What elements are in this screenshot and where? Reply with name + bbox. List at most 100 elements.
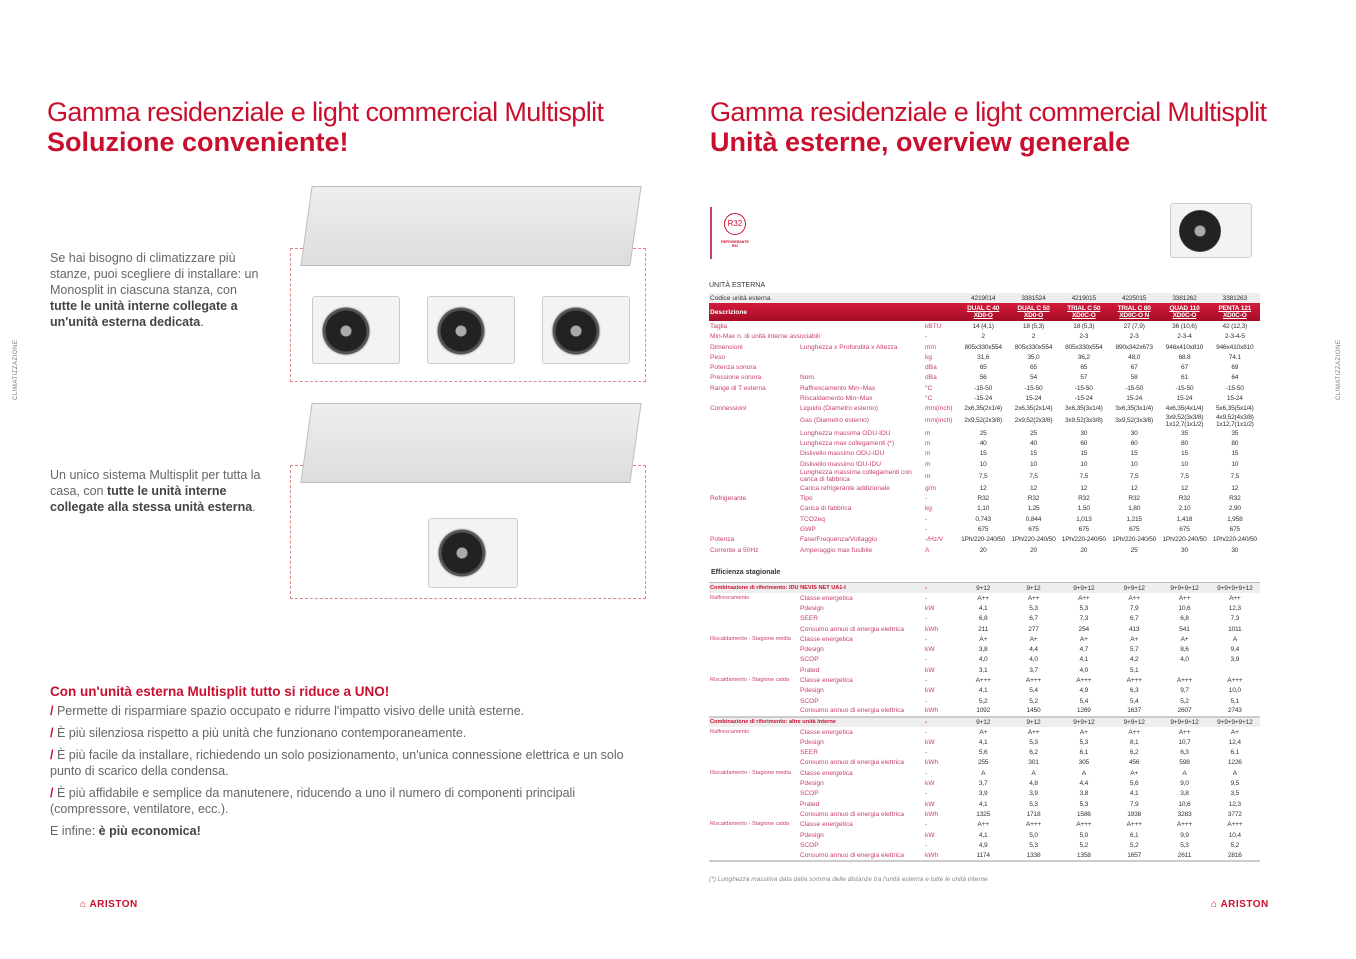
row-value: 5,1	[1230, 697, 1240, 705]
row-value: 2x6,35(2x1/4)	[964, 405, 1003, 413]
row-value: 48,0	[1128, 353, 1141, 361]
row-value: A+	[1130, 635, 1139, 643]
combination-value: 9+9+12	[1058, 582, 1109, 594]
closing-line: E infine: è più economica!	[50, 824, 201, 838]
row-value: 1450	[1008, 706, 1059, 718]
row-value: 675	[977, 525, 989, 533]
product-code: 4219015	[1058, 293, 1109, 304]
row-category	[709, 789, 799, 799]
row-value: 31,6	[977, 353, 990, 361]
row-value: 4,1	[1079, 656, 1089, 664]
row-value: 12,4	[1228, 738, 1241, 746]
ariston-logo-icon: ⌂	[1211, 899, 1221, 910]
row-value: 1092	[958, 706, 1009, 718]
table-row: Prated kW 4,1 5,3 5,3 7,9 10,6 12,3	[709, 799, 1260, 809]
row-parameter: SCOP	[800, 790, 819, 798]
row-value: 5,3	[1029, 800, 1038, 808]
row-category: Peso	[710, 353, 726, 361]
row-category	[709, 524, 799, 534]
row-unit: kW	[925, 666, 935, 674]
row-category: Refrigerante	[710, 495, 747, 503]
row-value: 7,9	[1129, 604, 1139, 612]
row-value: A++	[977, 594, 989, 602]
row-value: 413	[1128, 625, 1140, 633]
row-value: 10	[1130, 460, 1138, 468]
table-row: SCOP - 3,9 3,9 3,8 4,1 3,8 3,5	[709, 789, 1260, 799]
row-value: -15-50	[1175, 384, 1194, 392]
row-value: 58	[1130, 374, 1138, 382]
product-code: 3381262	[1159, 293, 1210, 304]
row-value: 805x330x554	[964, 343, 1002, 351]
row-value: 5,7	[1129, 646, 1139, 654]
row-value: 5,1	[1129, 666, 1139, 674]
row-parameter: Pdesign	[800, 646, 824, 654]
row-category	[709, 850, 799, 862]
row-value: A+++	[1176, 677, 1193, 685]
row-unit: -	[924, 582, 959, 594]
row-value: A	[981, 769, 986, 777]
row-parameter: Prated	[800, 800, 820, 808]
row-parameter: Classe energetica	[800, 635, 853, 643]
row-category	[709, 706, 799, 718]
row-parameter: Raffrescamento Min~Max	[800, 384, 876, 392]
row-value: 3x9,52(3x3/8)	[1115, 417, 1154, 425]
row-value: 12	[1030, 484, 1037, 492]
row-value: -15-50	[1225, 384, 1244, 392]
row-value: 4,7	[1079, 646, 1089, 654]
row-value: 67	[1130, 364, 1138, 372]
row-value: 42 (12,3)	[1222, 322, 1248, 330]
table-row: Min-Max n. di unità interne associabili -…	[709, 332, 1260, 342]
row-category: Pressione sonora	[710, 374, 762, 382]
row-value: 277	[1028, 625, 1039, 633]
row-value: 12,3	[1228, 800, 1241, 808]
row-value: 18 (5,3)	[1022, 322, 1045, 330]
row-value: 2816	[1209, 850, 1260, 862]
model-name: TRIAL C 50 XD0C-O	[1058, 303, 1109, 322]
row-value: 2-3-4-5	[1224, 333, 1245, 341]
row-value: 4,4	[1079, 780, 1089, 788]
row-category	[709, 696, 799, 706]
row-value: A+++	[1227, 821, 1243, 829]
model-name: PENTA 121 XD0C-O	[1209, 303, 1260, 322]
row-unit: -	[925, 728, 928, 736]
row-value: 68.8	[1178, 353, 1191, 361]
model-name: TRIAL C 80 XD0C-O N	[1108, 303, 1160, 322]
row-parameter: SEER	[800, 749, 818, 757]
row-unit: -	[925, 594, 928, 602]
row-value: 9,4	[1230, 646, 1240, 654]
row-category: Riscaldamento - Stagione calda	[710, 677, 789, 684]
row-value: 675	[1179, 525, 1190, 533]
benefit-item: / Permette di risparmiare spazio occupat…	[50, 704, 525, 718]
row-parameter: Dislivello massimo ODU-IDU	[800, 450, 885, 458]
combination-label: Combinazione di riferimento: IDU NEVIS N…	[709, 582, 925, 594]
row-parameter: Consumo annuo di energia elettrica	[800, 759, 905, 767]
product-code: 4225015	[1108, 293, 1160, 304]
row-value: A	[1232, 635, 1237, 643]
row-value: 3,5	[1230, 790, 1240, 798]
row-value: 25	[1030, 429, 1037, 437]
row-value: R32	[1078, 495, 1090, 503]
row-unit: -	[925, 525, 928, 533]
row-value: 12	[1130, 484, 1138, 492]
row-value: 675	[1128, 525, 1140, 533]
row-unit: kBTU	[925, 322, 942, 330]
row-unit: kW	[925, 831, 935, 839]
row-value: 541	[1179, 625, 1190, 633]
row-parameter: Consumo annuo di energia elettrica	[800, 625, 905, 633]
row-value: 4,9	[1079, 687, 1089, 695]
multisplit-paragraph: Un unico sistema Multisplit per tutta la…	[50, 468, 261, 514]
row-parameter: Lunghezza massima collegamenti con caric…	[800, 469, 912, 484]
benefit-item: / È più silenziosa rispetto a più unità …	[50, 726, 467, 740]
row-parameter: Consumo annuo di energia elettrica	[799, 850, 925, 862]
row-value: 305	[1078, 759, 1090, 767]
outdoor-unit-image	[427, 296, 515, 364]
row-value: 30	[1181, 546, 1188, 554]
left-title-line1: Gamma residenziale e light commercial Mu…	[47, 97, 604, 127]
row-unit: -	[925, 677, 928, 685]
table-row: Consumo annuo di energia elettrica kWh 211…	[709, 624, 1260, 634]
row-value: A	[1182, 769, 1187, 777]
row-value: 30	[1231, 546, 1239, 554]
row-value: 15	[1130, 450, 1138, 458]
row-value: 56	[979, 374, 987, 382]
row-value: A++	[1128, 728, 1140, 736]
